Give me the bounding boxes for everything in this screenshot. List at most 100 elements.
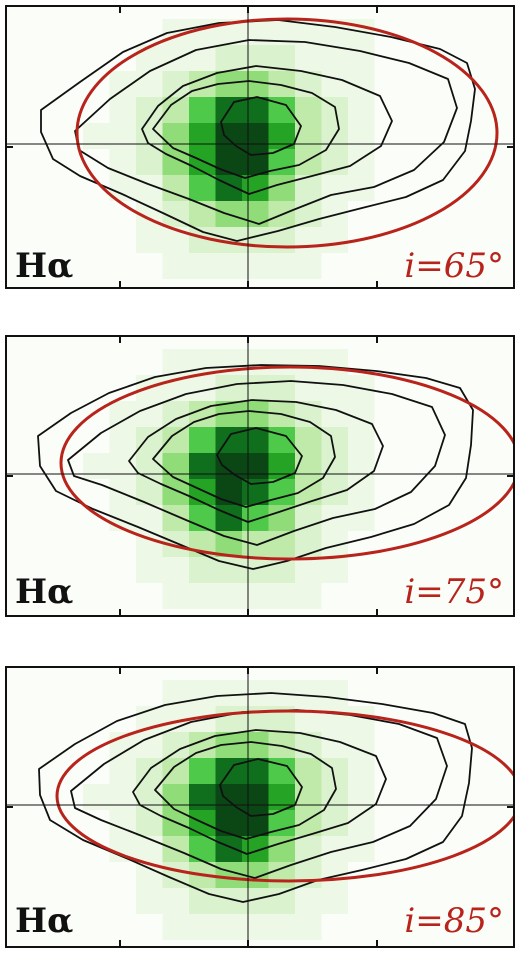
emission-cell	[162, 123, 189, 149]
contour-level-2	[74, 39, 458, 225]
emission-cell	[242, 175, 269, 201]
emission-cell	[295, 914, 322, 940]
emission-cell	[242, 453, 269, 479]
emission-cell	[321, 557, 348, 583]
emission-cell	[215, 862, 242, 888]
panel-1-plot: Hα i=65°	[5, 5, 515, 289]
emission-cell	[295, 427, 322, 453]
contour-level-2	[67, 380, 446, 546]
emission-cell	[189, 97, 216, 123]
panel-1: Hα i=65°	[5, 5, 515, 289]
emission-cell	[242, 505, 269, 531]
emission-cell	[348, 836, 375, 862]
panel-2-line-label: Hα	[15, 572, 73, 612]
emission-cell	[109, 784, 136, 810]
emission-cell	[189, 784, 216, 810]
emission-cell	[83, 784, 110, 810]
emission-cell	[215, 531, 242, 557]
contour-level-1	[37, 364, 474, 570]
emission-cell	[136, 836, 163, 862]
emission-cell	[136, 453, 163, 479]
emission-cell	[162, 784, 189, 810]
emission-cell	[109, 479, 136, 505]
emission-cell	[136, 149, 163, 175]
emission-cell	[242, 123, 269, 149]
panel-3-contours	[38, 692, 473, 903]
emission-cell	[268, 253, 295, 279]
emission-cell	[321, 149, 348, 175]
emission-cell	[321, 732, 348, 758]
emission-cell	[242, 583, 269, 609]
emission-cell	[295, 531, 322, 557]
emission-cell	[109, 758, 136, 784]
emission-cell	[136, 784, 163, 810]
emission-cell	[321, 375, 348, 401]
emission-cell	[215, 914, 242, 940]
emission-cell	[268, 583, 295, 609]
emission-cell	[215, 123, 242, 149]
emission-cell	[242, 227, 269, 253]
panel-1-inclination-label: i=65°	[404, 246, 504, 286]
emission-cell	[162, 583, 189, 609]
emission-cell	[268, 784, 295, 810]
emission-cell	[136, 401, 163, 427]
emission-cell	[189, 375, 216, 401]
panel-2-model-ellipse	[59, 365, 515, 561]
emission-cell	[268, 862, 295, 888]
emission-cell	[189, 557, 216, 583]
emission-cell	[189, 914, 216, 940]
emission-cell	[348, 505, 375, 531]
emission-cell	[136, 505, 163, 531]
emission-cell	[189, 427, 216, 453]
emission-cell	[268, 375, 295, 401]
emission-cell	[162, 71, 189, 97]
emission-cell	[295, 123, 322, 149]
emission-cell	[295, 97, 322, 123]
emission-cell	[109, 97, 136, 123]
panel-2-inclination-label: i=75°	[404, 572, 504, 612]
emission-cell	[242, 706, 269, 732]
emission-cell	[268, 914, 295, 940]
emission-cell	[295, 453, 322, 479]
emission-cell	[215, 253, 242, 279]
contour-level-2	[70, 709, 448, 879]
emission-cell	[295, 784, 322, 810]
emission-cell	[189, 888, 216, 914]
panel-3: Hα i=85°	[5, 666, 515, 948]
panel-1-model-ellipse	[75, 17, 499, 249]
emission-cell	[348, 97, 375, 123]
emission-cell	[162, 427, 189, 453]
emission-cell	[321, 201, 348, 227]
emission-cell	[242, 784, 269, 810]
emission-cell	[242, 71, 269, 97]
emission-cell	[348, 784, 375, 810]
emission-cell	[268, 349, 295, 375]
emission-cell	[268, 888, 295, 914]
emission-cell	[136, 71, 163, 97]
panel-3-inclination-label: i=85°	[404, 901, 504, 941]
emission-cell	[321, 427, 348, 453]
emission-cell	[295, 583, 322, 609]
emission-cell	[215, 810, 242, 836]
emission-cell	[109, 123, 136, 149]
emission-cell	[162, 557, 189, 583]
emission-cell	[189, 123, 216, 149]
emission-cell	[295, 253, 322, 279]
emission-cell	[189, 758, 216, 784]
contour-level-1	[38, 692, 473, 903]
emission-cell	[348, 758, 375, 784]
contour-level-4	[154, 741, 337, 840]
emission-cell	[162, 914, 189, 940]
contour-level-3	[141, 65, 393, 195]
panel-3-model-ellipse	[55, 709, 515, 883]
emission-cell	[215, 784, 242, 810]
panel-2: Hα i=75°	[5, 335, 515, 617]
emission-cell	[268, 557, 295, 583]
emission-cell	[242, 375, 269, 401]
emission-cell	[109, 427, 136, 453]
emission-cell	[215, 583, 242, 609]
emission-cell	[295, 375, 322, 401]
contour-level-4	[152, 80, 340, 179]
emission-cell	[268, 227, 295, 253]
emission-cell	[268, 505, 295, 531]
